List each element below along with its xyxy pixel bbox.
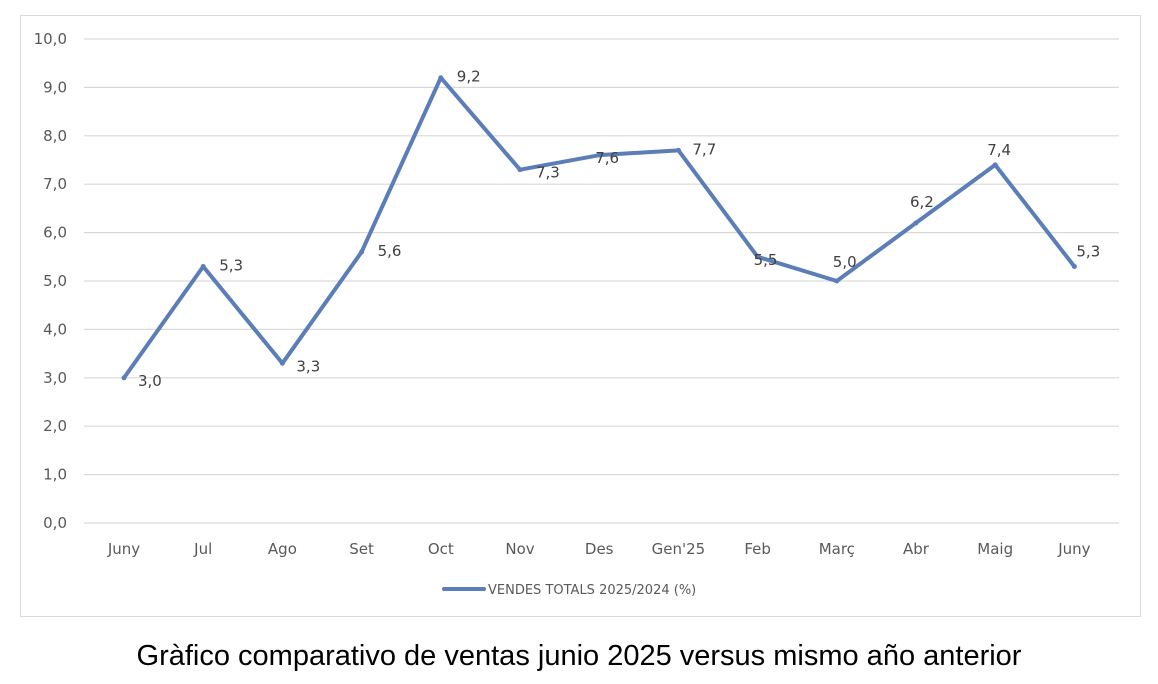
data-point: [279, 360, 285, 366]
x-tick-label: Juny: [1057, 540, 1090, 558]
y-tick-label: 7,0: [43, 175, 67, 193]
y-tick-label: 8,0: [43, 127, 67, 145]
x-tick-label: Maig: [977, 540, 1013, 558]
data-label: 7,3: [536, 164, 560, 182]
data-point: [200, 263, 206, 269]
x-tick-label: Set: [349, 540, 374, 558]
data-point: [596, 152, 602, 158]
y-tick-label: 1,0: [43, 466, 67, 484]
x-tick-label: Jul: [193, 540, 212, 558]
x-tick-label: Juny: [107, 540, 140, 558]
data-label: 5,6: [378, 242, 402, 260]
data-label: 5,5: [754, 251, 778, 269]
x-tick-label: Març: [819, 540, 855, 558]
x-tick-label: Nov: [505, 540, 534, 558]
y-tick-label: 3,0: [43, 369, 67, 387]
x-tick-label: Feb: [744, 540, 771, 558]
data-label: 3,0: [138, 372, 162, 390]
data-label: 3,3: [296, 357, 320, 375]
data-point: [834, 278, 840, 284]
data-point: [755, 254, 761, 260]
y-tick-label: 4,0: [43, 320, 67, 338]
data-point: [1071, 263, 1077, 269]
data-point: [359, 249, 365, 255]
data-label: 7,4: [987, 141, 1011, 159]
x-tick-label: Oct: [428, 540, 454, 558]
data-point: [438, 75, 444, 81]
data-label: 7,7: [692, 140, 716, 158]
data-point: [913, 220, 919, 226]
data-label: 5,0: [833, 253, 857, 271]
data-label: 6,2: [910, 193, 934, 211]
x-tick-label: Gen'25: [652, 540, 706, 558]
chart-frame: 0,0 1,0 2,0 3,0 4,0 5,0 6,0 7,0 8,0 9,0 10,0 Juny Ju…: [20, 15, 1141, 617]
data-label: 5,3: [1076, 242, 1100, 260]
data-point: [517, 167, 523, 173]
y-tick-label: 2,0: [43, 417, 67, 435]
line-chart: 0,0 1,0 2,0 3,0 4,0 5,0 6,0 7,0 8,0 9,0 10,0 Juny Ju…: [34, 30, 1119, 598]
x-tick-label: Ago: [268, 540, 297, 558]
data-label: 9,2: [457, 68, 481, 86]
y-tick-label: 6,0: [43, 224, 67, 242]
x-tick-label: Des: [585, 540, 614, 558]
x-tick-label: Abr: [903, 540, 930, 558]
data-point: [992, 162, 998, 168]
figure-caption: Gràfico comparativo de ventas junio 2025…: [136, 640, 1022, 672]
data-label: 7,6: [595, 149, 619, 167]
data-point: [121, 375, 127, 381]
y-tick-label: 10,0: [34, 30, 67, 48]
y-tick-label: 5,0: [43, 272, 67, 290]
y-tick-label: 9,0: [43, 78, 67, 96]
legend-label: VENDES TOTALS 2025/2024 (%): [488, 583, 696, 598]
data-point: [675, 147, 681, 153]
data-label: 5,3: [219, 256, 243, 274]
y-tick-label: 0,0: [43, 514, 67, 532]
series-line: [122, 75, 1077, 380]
